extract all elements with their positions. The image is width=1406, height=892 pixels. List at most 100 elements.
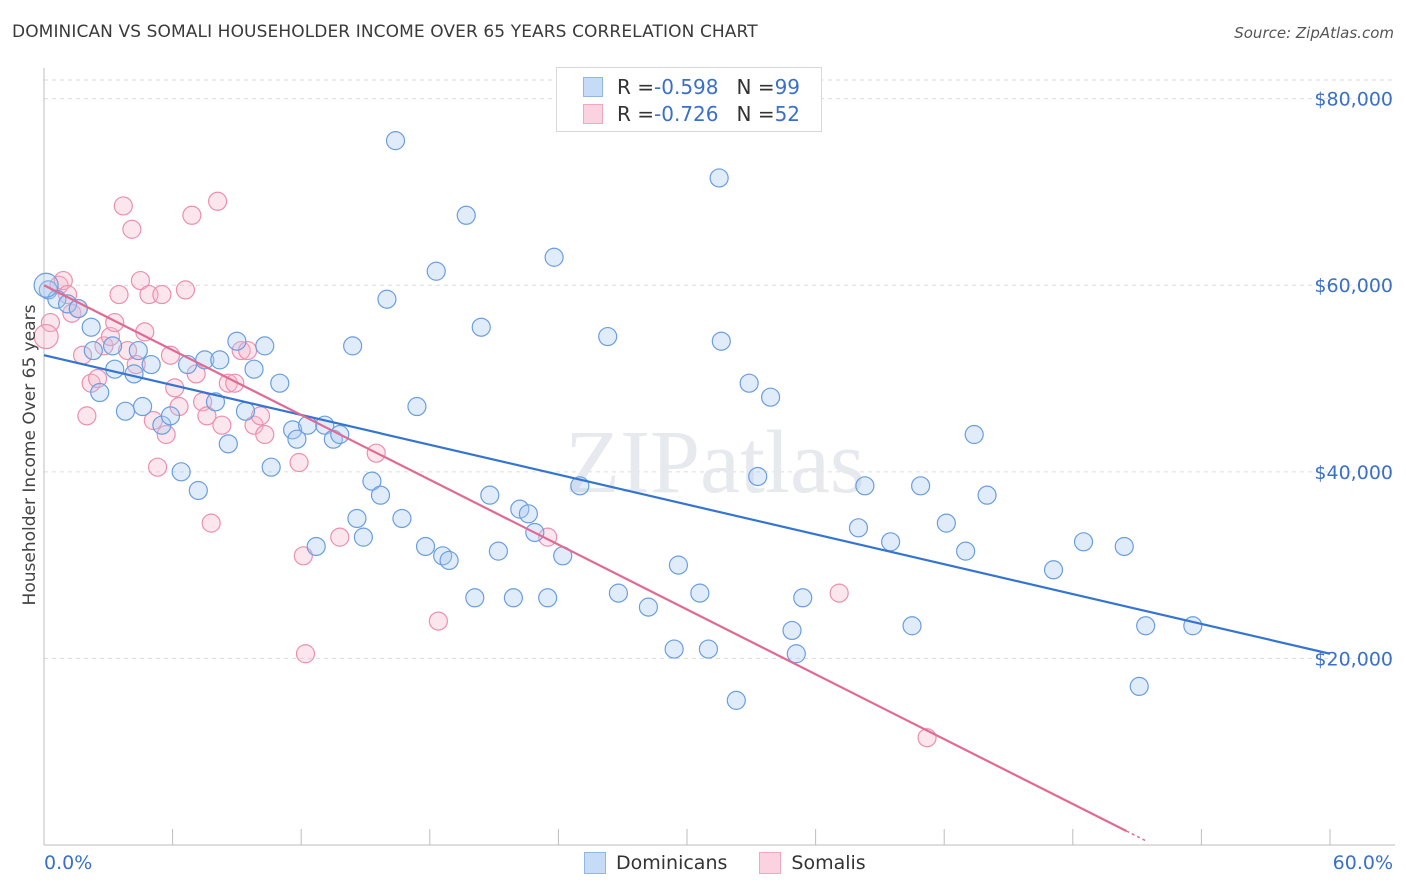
dominicans-point [141,354,161,375]
dominicans-point [385,131,406,151]
somalis-point [122,219,142,239]
dominicans-point [81,317,101,337]
y-tick-label: $20,000 [1314,648,1393,670]
somalis-point [105,312,125,333]
somalis-point [231,340,251,361]
dominicans-point [668,555,689,575]
dominicans-point [664,639,684,659]
stats-legend: R = -0.598 N = 99 R = -0.726 N = 52 [556,67,822,132]
somalis-point [87,368,108,389]
dominicans-point [261,457,281,477]
dominicans-point [132,396,153,417]
legend-label-dominicans: Dominicans [616,852,728,874]
dominicans-point [456,205,476,225]
dominicans-point [415,536,436,557]
dominicans-point [287,429,307,449]
dominicans-point [936,513,956,533]
dominicans-point [964,424,984,445]
dominicans-point [977,485,997,505]
somalis-points [33,191,937,748]
dominicans-point [739,373,759,393]
legend-swatch-somalis [759,852,782,874]
y-tick-label: $80,000 [1314,89,1393,111]
y-tick-label: $60,000 [1314,275,1393,297]
trend-lines [43,284,1331,843]
dominicans-point [210,350,230,370]
dominicans-point [793,588,813,608]
legend-n-value: 99 [774,75,801,99]
dominicans-point [439,550,459,571]
dominicans-point [518,504,538,524]
dominicans-point [377,289,397,309]
dominicans-point [902,616,922,636]
dominicans-point [782,620,802,641]
legend-swatch-dominicans [583,77,603,97]
dominicans-point [711,331,731,351]
legend-item-somalis[interactable]: Somalis [759,852,866,874]
somalis-trend-extension [1126,830,1149,843]
dominicans-point [538,588,558,608]
dominicans-point [848,518,869,538]
dominicans-point [1073,532,1094,552]
dominicans-point [255,336,275,356]
chart-source: Source: ZipAtlas.com [1234,24,1394,42]
legend-r-label: R = [617,102,655,126]
somalis-point [293,546,313,566]
dominicans-point [227,331,247,351]
dominicans-point [726,690,746,710]
dominicans-point [465,588,485,608]
dominicans-point [426,261,446,281]
somalis-point [212,415,232,435]
dominicans-point [855,476,875,496]
dominicans-point [188,480,208,501]
dominicans-point [709,168,729,188]
legend-r-label: R = [617,75,655,99]
somalis-point [156,424,176,445]
somalis-point [330,527,350,547]
legend-label-somalis: Somalis [791,852,866,874]
dominicans-point [503,588,523,608]
somalis-point [829,583,849,603]
y-axis-label: Householder Income Over 65 years [20,304,40,606]
dominicans-point [488,541,508,561]
legend-row-dominicans: R = -0.598 N = 99 [583,75,800,99]
somalis-point [152,284,172,305]
dominicans-point [911,476,931,496]
dominicans-point [956,541,976,561]
legend-item-dominicans[interactable]: Dominicans [584,852,727,874]
somalis-point [109,284,129,305]
somalis-trend-line [43,284,1127,832]
somalis-point [147,457,168,477]
dominicans-point [362,471,382,491]
somalis-point [201,513,221,533]
dominicans-point [1129,676,1149,697]
dominicans-point [205,392,226,412]
dominicans-point [690,583,710,603]
x-tick-label: 0.0% [44,852,92,874]
chart-title: DOMINICAN VS SOMALI HOUSEHOLDER INCOME O… [12,22,758,42]
dominicans-point [786,644,806,664]
somalis-point [113,196,133,216]
dominicans-point [283,420,303,440]
watermark: ZIPatlas [565,413,865,512]
dominicans-point [370,485,391,505]
dominicans-point [347,508,367,529]
x-tick-label: 60.0% [1333,852,1393,874]
legend-r-value: -0.598 [654,75,719,99]
axes [43,68,1395,846]
dominicans-point [638,597,659,617]
dominicans-point [244,359,264,379]
dominicans-point [83,340,103,361]
y-tick-label: $40,000 [1314,462,1393,484]
somalis-point [77,406,97,426]
somalis-point [250,406,271,426]
dominicans-point [306,536,326,557]
somalis-point [182,205,202,225]
dominicans-point [471,317,491,337]
dominicans-point [760,387,781,407]
somalis-point [40,312,61,333]
somalis-point [117,340,138,361]
dominicans-point [90,382,110,403]
dominicans-point [480,485,500,505]
dominicans-point [881,532,901,552]
